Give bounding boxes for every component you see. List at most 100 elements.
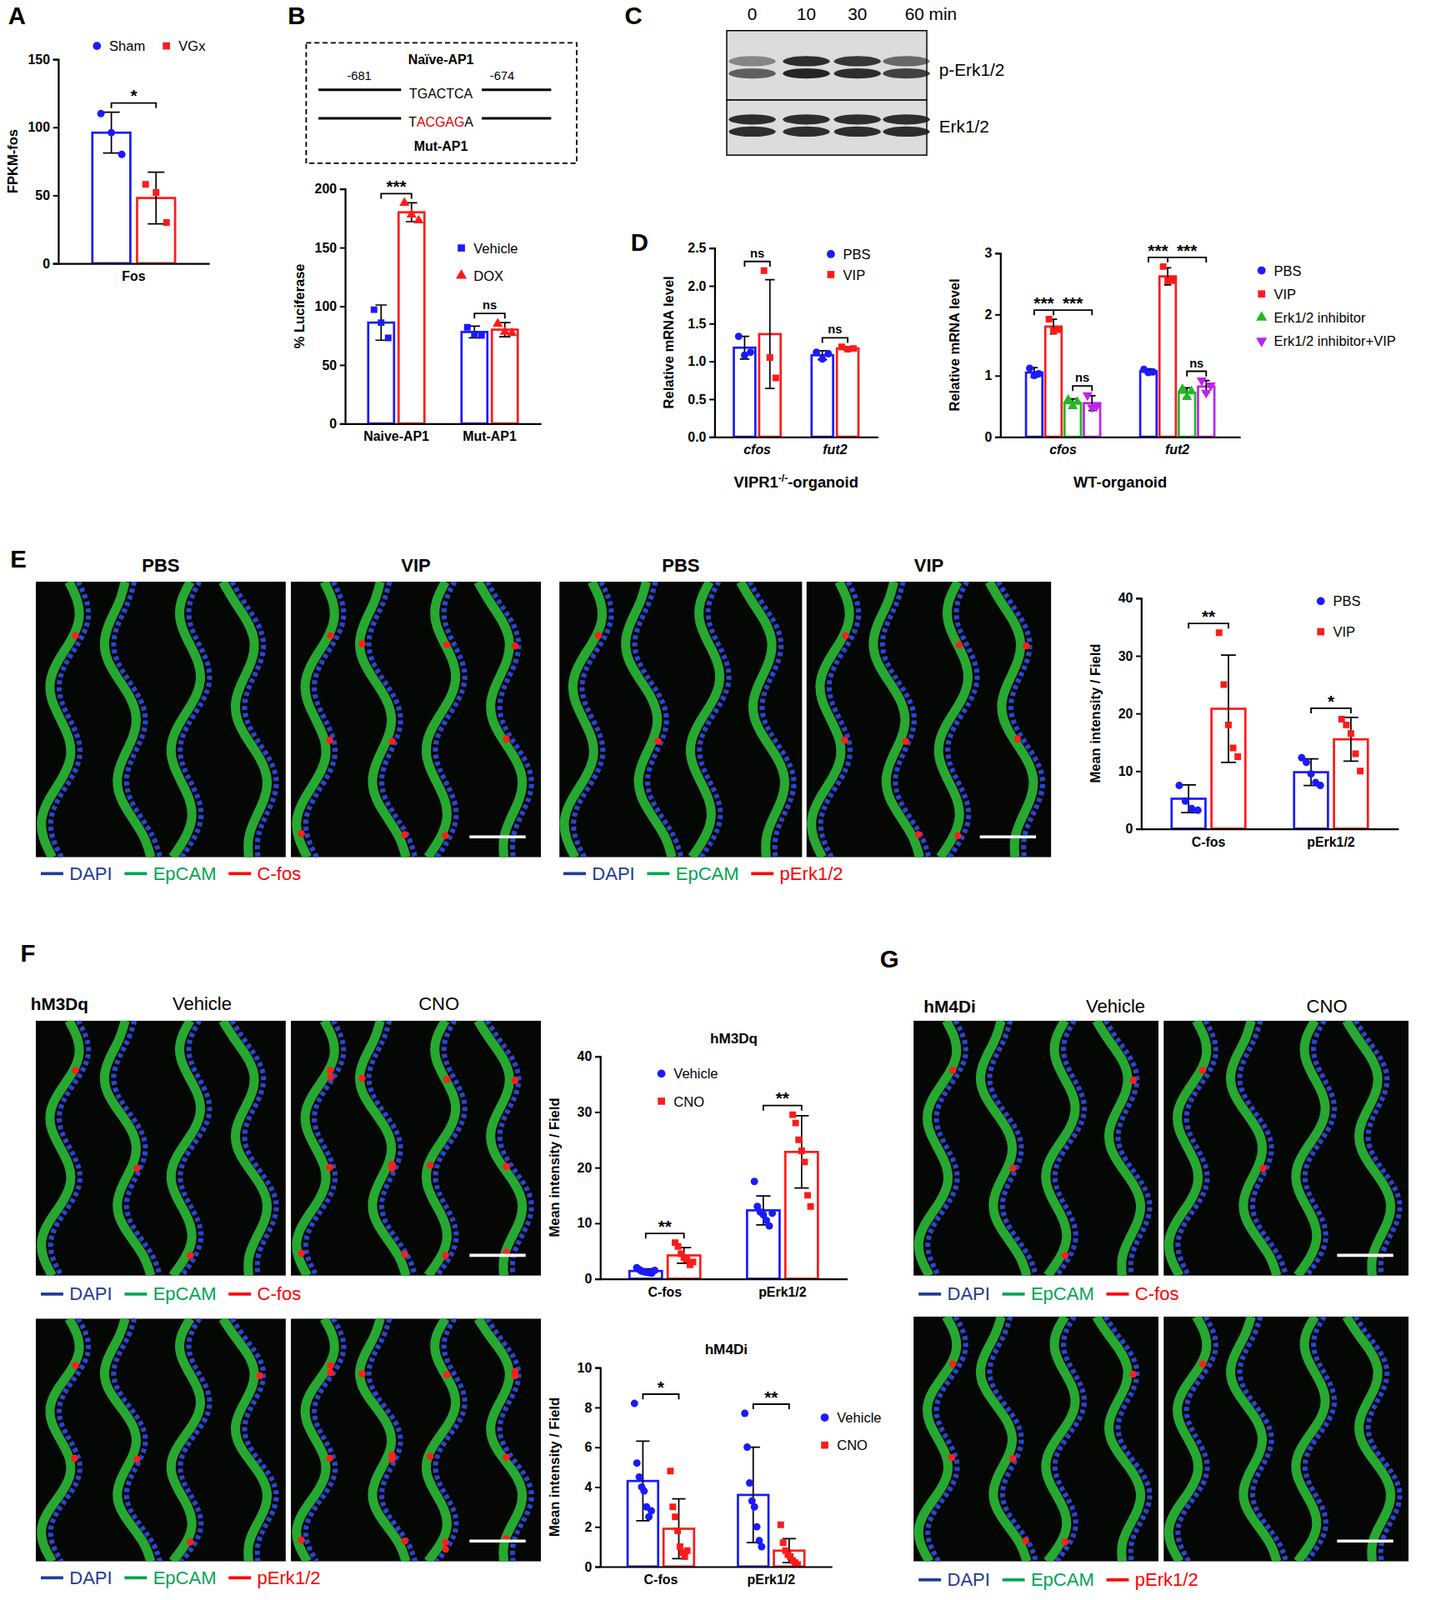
axis-line [600, 1566, 833, 1568]
error-bar [147, 172, 165, 225]
legend-marker [1316, 628, 1325, 636]
bar-chart: 050100150FosFPKM-fosShamVGx* [5, 38, 211, 284]
nuclei [882, 581, 930, 858]
y-tick: 6 [584, 1440, 601, 1455]
tick-label: 30 [577, 1105, 593, 1120]
x-tick: cfos [743, 436, 771, 457]
stain-signal [511, 642, 520, 651]
stain-signal [441, 831, 450, 840]
error-bar-line [765, 280, 775, 390]
plot-area [1025, 263, 1216, 437]
stain-legend: DAPIEpCAMC-fos [40, 863, 301, 885]
data-point [807, 1203, 815, 1211]
significance-label: *** [1033, 293, 1055, 313]
epithelium [296, 1020, 335, 1276]
significance-label: * [1327, 691, 1336, 711]
image-title: CNO [1306, 995, 1348, 1017]
stain-signal [1009, 1165, 1017, 1173]
bar-chart: 0246810C-fospErk1/2Mean intensity / Fiel… [546, 1340, 881, 1587]
y-tick: 100 [27, 120, 58, 135]
legend-swatch [646, 871, 670, 876]
legend-label: pErk1/2 [257, 1567, 321, 1589]
y-tick: 20 [1118, 706, 1142, 721]
nuclei [1305, 1020, 1335, 1276]
legend-label: DAPI [947, 1283, 991, 1305]
tick-label: 1.5 [687, 316, 706, 331]
data-point [492, 318, 503, 327]
category-label: pErk1/2 [758, 1285, 807, 1300]
significance-label: ns [482, 298, 497, 312]
nuclei [369, 1020, 416, 1276]
category-label: Fos [121, 269, 146, 284]
x-tick: pErk1/2 [1306, 828, 1356, 849]
legend-marker [826, 250, 836, 259]
x-tick: Mut-AP1 [462, 423, 517, 444]
bar [1211, 709, 1246, 830]
y-tick: 2.5 [687, 240, 715, 256]
stain-signal [1061, 1251, 1070, 1260]
nuclei [1240, 1316, 1287, 1562]
axis-title: FPKM-fos [5, 129, 21, 194]
y-tick: 0.0 [687, 430, 715, 445]
stain-signal [297, 830, 306, 838]
blot-band [728, 55, 776, 66]
nuclei [180, 1020, 210, 1276]
epithelium [104, 1318, 151, 1562]
image-background [35, 581, 286, 858]
tick-label: 150 [315, 240, 338, 256]
epithelium [918, 1020, 956, 1276]
y-tick: 2.0 [687, 279, 715, 294]
image-title: CNO [418, 993, 460, 1015]
y-axis: 050100150200 [315, 181, 346, 431]
legend-label: C-fos [1135, 1283, 1180, 1305]
legend-marker [92, 41, 101, 51]
data-point [163, 219, 171, 226]
epithelium [1095, 1316, 1141, 1562]
data-point [630, 1400, 639, 1408]
significance-bracket [474, 313, 505, 319]
image-background [290, 1020, 541, 1276]
legend-label: EpCAM [153, 1283, 217, 1305]
category-label: C-fos [644, 1572, 679, 1587]
micrograph [290, 1020, 541, 1276]
error-bar-line [740, 336, 750, 360]
significance: *** [642, 1377, 789, 1410]
x-tick: pErk1/2 [758, 1279, 807, 1300]
tick-mark [340, 423, 346, 426]
nuclei [1305, 1316, 1335, 1562]
legend-label: pErk1/2 [1135, 1569, 1199, 1591]
data-point [1035, 370, 1043, 378]
epithelium [1345, 1316, 1391, 1562]
chart-title: hM4Di [705, 1340, 748, 1358]
data-point [640, 1487, 648, 1496]
tick-mark [595, 1278, 601, 1281]
significance-label: * [130, 85, 138, 106]
nuclei [50, 581, 89, 858]
data-point [1230, 745, 1237, 752]
blot-band [782, 114, 830, 125]
significance-label: *** [1147, 240, 1169, 261]
data-point [1054, 326, 1061, 334]
scale-bar [980, 835, 1036, 839]
y-tick: 150 [27, 52, 58, 67]
category-label: cfos [1049, 442, 1077, 457]
image-background [35, 1020, 286, 1276]
stain-signal [511, 1368, 520, 1376]
micrograph [35, 1020, 286, 1276]
tick-mark [595, 1111, 601, 1114]
scale-bar [1336, 1254, 1393, 1258]
epithelium [989, 581, 1034, 858]
legend-label: PBS [843, 246, 871, 263]
dna-line [318, 88, 401, 91]
diagram-title: Naïve-AP1 [408, 52, 475, 67]
tick-label: 0 [42, 256, 51, 271]
image-background [559, 581, 802, 858]
error-bar [740, 336, 750, 360]
panel-letter: E [10, 545, 27, 573]
stain-signal [1130, 1076, 1138, 1085]
data-point [772, 375, 780, 382]
blot-band [728, 68, 776, 79]
nuclei [947, 581, 977, 858]
legend-label: C-fos [257, 1283, 302, 1305]
plot-area [368, 197, 518, 425]
